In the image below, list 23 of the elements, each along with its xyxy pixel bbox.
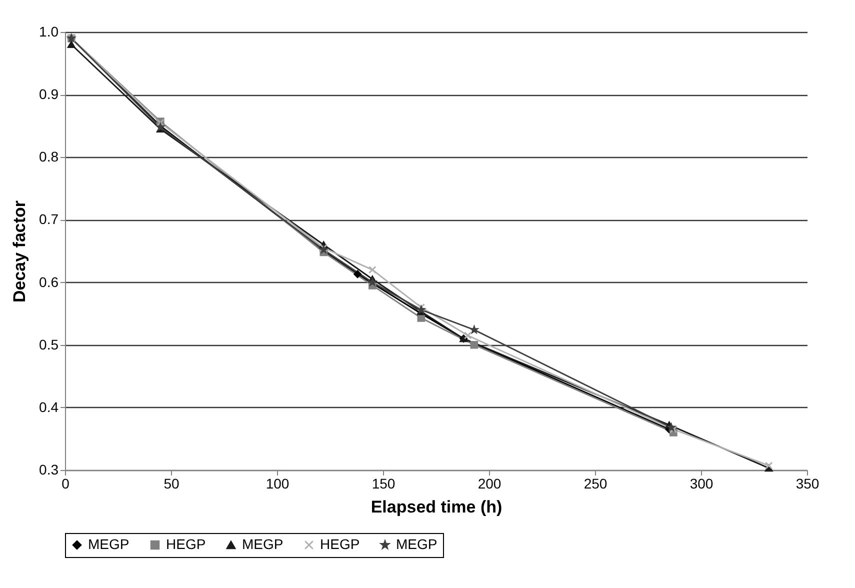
y-tick-label: 0.9 — [39, 86, 59, 102]
legend-label: MEGP — [88, 536, 130, 552]
legend-label: HEGP — [166, 536, 206, 552]
x-tick-label: 350 — [796, 476, 820, 492]
x-axis-title: Elapsed time (h) — [370, 498, 502, 516]
x-tick-label: 100 — [266, 476, 290, 492]
x-tick-label: 250 — [584, 476, 608, 492]
x-tick-label: 0 — [62, 476, 70, 492]
legend-label: MEGP — [396, 536, 438, 552]
y-tick-label: 1.0 — [39, 24, 59, 40]
y-tick-label: 0.6 — [39, 274, 59, 290]
x-tick-label: 50 — [164, 476, 180, 492]
x-tick-label: 150 — [372, 476, 396, 492]
y-tick-label: 0.4 — [39, 398, 59, 415]
legend-label: HEGP — [320, 536, 360, 552]
y-tick-label: 0.3 — [39, 462, 59, 478]
legend-label: MEGP — [242, 536, 284, 552]
x-tick-label: 200 — [478, 476, 502, 492]
y-axis-title: Decay factor — [10, 200, 30, 303]
y-tick-label: 0.7 — [39, 211, 59, 228]
y-tick-label: 0.8 — [39, 148, 59, 165]
x-tick-label: 300 — [690, 476, 714, 492]
y-tick-label: 0.5 — [39, 336, 59, 352]
